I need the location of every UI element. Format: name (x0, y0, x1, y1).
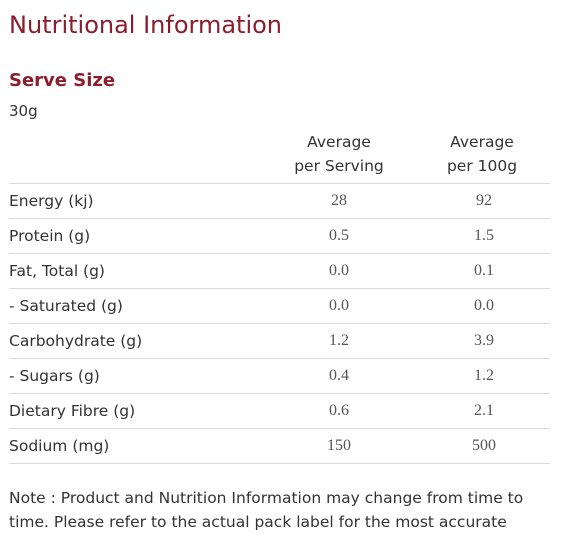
per-serving-value: 0.0 (329, 297, 349, 314)
table-row: - Saturated (g) 0.0 0.0 (9, 289, 550, 324)
column-header-per-serving-line2: per Serving (294, 157, 384, 175)
per-100g-value: 1.2 (474, 367, 494, 384)
per-serving-value: 0.0 (329, 262, 349, 279)
per-100g-value: 0.1 (474, 262, 494, 279)
nutrient-name: Sodium (mg) (9, 437, 110, 455)
table-row: Carbohydrate (g) 1.2 3.9 (9, 324, 550, 359)
table-row: Dietary Fibre (g) 0.6 2.1 (9, 394, 550, 429)
nutrient-name: Energy (kj) (9, 192, 94, 210)
page-title: Nutritional Information (9, 11, 283, 39)
column-header-per-100g-line1: Average (450, 133, 514, 151)
nutrition-table-header: Average per Serving Average per 100g (9, 127, 550, 184)
table-row: - Sugars (g) 0.4 1.2 (9, 359, 550, 394)
nutrient-name: - Sugars (g) (9, 367, 100, 385)
table-row: Energy (kj) 28 92 (9, 184, 550, 219)
column-header-per-100g: Average per 100g (422, 130, 542, 178)
table-row: Protein (g) 0.5 1.5 (9, 219, 550, 254)
nutrient-name: Fat, Total (g) (9, 262, 105, 280)
serve-size-heading: Serve Size (9, 70, 116, 91)
per-100g-value: 1.5 (474, 227, 494, 244)
table-row: Sodium (mg) 150 500 (9, 429, 550, 464)
nutrient-name: - Saturated (g) (9, 297, 123, 315)
nutrient-name: Protein (g) (9, 227, 91, 245)
per-serving-value: 28 (331, 192, 347, 209)
per-serving-value: 1.2 (329, 332, 349, 349)
per-100g-value: 0.0 (474, 297, 494, 314)
serve-size-value: 30g (9, 102, 38, 120)
column-header-per-100g-line2: per 100g (446, 157, 518, 175)
per-100g-value: 2.1 (474, 402, 494, 419)
nutrient-name: Carbohydrate (g) (9, 332, 143, 350)
table-row: Fat, Total (g) 0.0 0.1 (9, 254, 550, 289)
nutrition-table: Average per Serving Average per 100g Ene… (9, 127, 550, 464)
per-100g-value: 500 (472, 437, 496, 454)
per-100g-value: 92 (476, 192, 492, 209)
per-serving-value: 0.4 (329, 367, 349, 384)
per-serving-value: 0.6 (329, 402, 349, 419)
column-header-per-serving: Average per Serving (277, 130, 401, 178)
column-header-per-serving-line1: Average (307, 133, 371, 151)
per-serving-value: 150 (327, 437, 351, 454)
disclaimer-note: Note : Product and Nutrition Information… (9, 489, 524, 531)
per-serving-value: 0.5 (329, 227, 349, 244)
nutrient-name: Dietary Fibre (g) (9, 402, 136, 420)
per-100g-value: 3.9 (474, 332, 494, 349)
